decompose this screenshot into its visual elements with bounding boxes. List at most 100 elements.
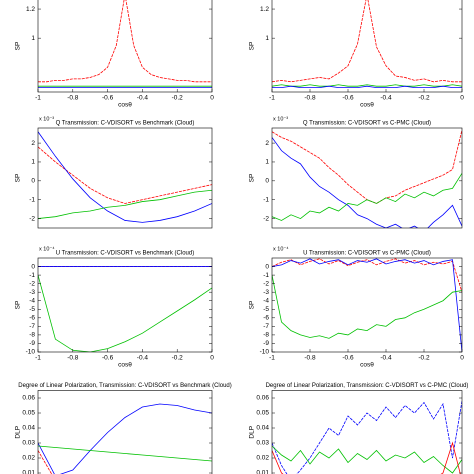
chart-title: Q Transmission: C-VDISORT vs C-PMC (Clou… — [303, 121, 431, 127]
x-tick-label: -0.8 — [67, 95, 79, 102]
x-tick-label: -0.4 — [380, 355, 392, 362]
x-axis-label: cosθ — [360, 102, 374, 109]
y-tick-label: 0 — [265, 263, 269, 270]
axes-frame — [271, 0, 463, 93]
y-axis-label: SP — [15, 301, 22, 310]
data-line — [272, 445, 462, 474]
x-tick-label: -0.6 — [342, 95, 354, 102]
x-tick-label: -1 — [269, 95, 275, 102]
y-axis-label: SP — [15, 42, 22, 51]
y-axis-label: SP — [249, 174, 256, 183]
y-tick-label: 1 — [265, 159, 269, 166]
y-tick-label: 0.03 — [256, 440, 269, 447]
x-tick-label: -1 — [35, 95, 41, 102]
y-tick-label: 0.06 — [256, 395, 269, 402]
x-tick-label: -0.4 — [137, 95, 149, 102]
y-tick-label: -6 — [29, 315, 35, 322]
x-tick-label: -0.4 — [380, 95, 392, 102]
x-tick-label: -0.2 — [172, 95, 184, 102]
x-tick-label: 0 — [460, 95, 464, 102]
plot-area — [272, 129, 462, 228]
y-axis-label: DLP — [249, 426, 256, 439]
data-line — [272, 173, 462, 221]
y-tick-label: 0.01 — [256, 470, 269, 474]
y-tick-label: 1.2 — [26, 6, 35, 13]
axes-frame — [37, 257, 213, 353]
data-line — [272, 85, 462, 89]
y-tick-label: 1.2 — [260, 6, 269, 13]
y-tick-label: -8 — [29, 332, 35, 339]
x-tick-label: 0 — [210, 95, 214, 102]
y-tick-label: 0 — [31, 178, 35, 185]
y-tick-label: 0.01 — [22, 470, 35, 474]
data-line — [38, 189, 212, 219]
data-line — [272, 275, 462, 339]
y-tick-label: 0.02 — [256, 455, 269, 462]
data-line — [272, 258, 462, 293]
plot-area — [38, 131, 212, 223]
y-tick-label: 0.04 — [22, 425, 35, 432]
chart-title: Degree of Linear Polarization, Transmiss… — [18, 383, 232, 389]
y-tick-label: -2 — [263, 280, 269, 287]
x-tick-label: -0.2 — [418, 95, 430, 102]
x-tick-label: -0.2 — [172, 355, 184, 362]
y-tick-label: -2 — [263, 215, 269, 222]
plot-area — [38, 266, 212, 352]
x-tick-label: 0 — [210, 355, 214, 362]
y-tick-label: -3 — [29, 289, 35, 296]
y-tick-label: -3 — [263, 289, 269, 296]
data-line — [38, 403, 212, 474]
y-axis-label: SP — [249, 301, 256, 310]
x-tick-label: -1 — [269, 355, 275, 362]
axes-frame — [271, 127, 463, 229]
plot-area — [38, 0, 212, 89]
y-tick-label: 2 — [265, 140, 269, 147]
y-tick-label: 0 — [265, 178, 269, 185]
y-tick-label: 0.05 — [22, 410, 35, 417]
y-tick-label: -9 — [29, 340, 35, 347]
data-line — [272, 0, 462, 83]
y-tick-label: -10 — [26, 349, 36, 356]
axis-exponent: x 10⁻⁴ — [39, 245, 55, 252]
y-tick-label: 0 — [31, 263, 35, 270]
y-tick-label: 1 — [265, 35, 269, 42]
y-axis-label: SP — [249, 42, 256, 51]
chart-title: Degree of Linear Polarization, Transmiss… — [266, 383, 469, 389]
y-tick-label: -2 — [29, 280, 35, 287]
y-tick-label: 0.02 — [22, 455, 35, 462]
axes-frame — [271, 390, 463, 474]
y-tick-label: -4 — [29, 297, 35, 304]
axes-frame — [37, 127, 213, 229]
y-tick-label: -7 — [263, 323, 269, 330]
y-tick-label: 0.03 — [22, 440, 35, 447]
chart-title: U Transmission: C-VDISORT vs Benchmark (… — [56, 251, 194, 257]
data-line — [38, 450, 53, 474]
plot-area — [272, 0, 462, 89]
x-tick-label: -0.6 — [102, 95, 114, 102]
axes-frame — [271, 257, 463, 353]
data-line — [272, 400, 462, 474]
y-tick-label: -4 — [263, 297, 269, 304]
plot-area — [272, 258, 462, 352]
x-tick-label: 0 — [460, 355, 464, 362]
axis-exponent: x 10⁻³ — [273, 116, 288, 122]
y-tick-label: 0.04 — [256, 425, 269, 432]
plot-area — [38, 403, 212, 474]
y-tick-label: -9 — [263, 340, 269, 347]
plot-area — [272, 400, 462, 474]
y-axis-label: SP — [15, 174, 22, 183]
y-tick-label: -7 — [29, 323, 35, 330]
chart-title: U Transmission: C-VDISORT vs C-PMC (Clou… — [303, 251, 431, 257]
axes-frame — [37, 390, 213, 474]
data-line — [38, 0, 212, 83]
x-axis-label: cosθ — [118, 362, 132, 369]
chart-title: Q Transmission: C-VDISORT vs Benchmark (… — [56, 121, 195, 127]
data-line — [272, 129, 462, 204]
y-tick-label: -1 — [263, 196, 269, 203]
x-tick-label: -0.8 — [304, 355, 316, 362]
y-tick-label: -1 — [29, 196, 35, 203]
y-tick-label: -10 — [260, 349, 270, 356]
data-line — [272, 137, 462, 228]
data-line — [272, 441, 461, 474]
